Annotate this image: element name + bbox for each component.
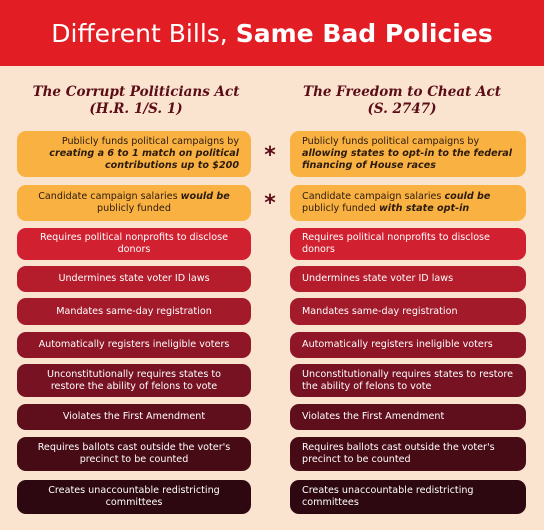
right-policy-card: Mandates same-day registration <box>290 298 526 325</box>
left-policy-card: Automatically registers ineligible voter… <box>17 332 251 358</box>
left-policy-card: Requires ballots cast outside the voter'… <box>17 437 251 471</box>
right-policy-card: Publicly funds political campaigns by al… <box>290 131 526 177</box>
right-policy-text-plain: Candidate campaign salaries <box>302 191 445 202</box>
left-policy-card: Violates the First Amendment <box>17 404 251 430</box>
right-policy-card: Undermines state voter ID laws <box>290 266 526 292</box>
left-policy-card: Unconstitutionally requires states to re… <box>17 364 251 397</box>
title-part-1: Different Bills, <box>51 18 228 48</box>
right-policy-card: Violates the First Amendment <box>290 404 526 430</box>
left-policy-card: Requires political nonprofits to disclos… <box>17 228 251 260</box>
asterisk-marker: * <box>264 143 276 168</box>
right-policy-text-plain-2: publicly funded <box>302 203 379 214</box>
left-policy-text: Creates unaccountable redistricting comm… <box>48 485 220 508</box>
right-policy-card: Unconstitutionally requires states to re… <box>290 364 526 397</box>
left-policy-card: Publicly funds political campaigns by cr… <box>17 131 251 177</box>
right-policy-text: Undermines state voter ID laws <box>302 273 454 284</box>
right-policy-text: Automatically registers ineligible voter… <box>302 339 493 350</box>
right-policy-text-emphasis: allowing states to opt-in to the federal… <box>302 148 513 171</box>
right-policy-text: Publicly funds political campaigns by al… <box>302 136 514 172</box>
right-bill-name: The Freedom to Cheat Act <box>303 84 501 100</box>
left-policy-text-plain-2: publicly funded <box>97 203 171 214</box>
left-policy-text: Requires ballots cast outside the voter'… <box>37 442 231 465</box>
right-policy-card: Candidate campaign salaries could be pub… <box>290 185 526 221</box>
right-policy-text: Candidate campaign salaries could be pub… <box>302 191 514 215</box>
right-policy-text: Violates the First Amendment <box>302 411 445 422</box>
right-policy-card: Automatically registers ineligible voter… <box>290 332 526 358</box>
right-policy-text-emphasis: could be <box>444 191 491 202</box>
left-bill-name: The Corrupt Politicians Act <box>32 84 240 100</box>
right-policy-text: Requires ballots cast outside the voter'… <box>302 442 495 465</box>
right-policy-text: Unconstitutionally requires states to re… <box>302 368 513 392</box>
right-column-heading: The Freedom to Cheat Act (S. 2747) <box>282 84 522 118</box>
right-policy-text-emphasis-2: with state opt-in <box>378 203 470 214</box>
right-policy-text: Creates unaccountable redistricting comm… <box>302 485 474 508</box>
left-policy-text: Automatically registers ineligible voter… <box>38 339 230 350</box>
right-policy-card: Creates unaccountable redistricting comm… <box>290 480 526 514</box>
left-column-heading: The Corrupt Politicians Act (H.R. 1/S. 1… <box>16 84 256 118</box>
left-policy-text: Mandates same-day registration <box>56 305 212 317</box>
asterisk-marker: * <box>264 191 276 216</box>
left-bill-number: (H.R. 1/S. 1) <box>89 101 183 117</box>
left-policy-text: Publicly funds political campaigns by cr… <box>37 136 239 172</box>
left-policy-card: Mandates same-day registration <box>17 298 251 325</box>
left-policy-card: Creates unaccountable redistricting comm… <box>17 480 251 514</box>
left-policy-text: Violates the First Amendment <box>62 411 206 422</box>
left-policy-text-emphasis: creating a 6 to 1 match on political con… <box>49 148 239 171</box>
title-part-2: Same Bad Policies <box>235 18 493 48</box>
left-policy-text-plain: Publicly funds political campaigns by <box>61 136 239 147</box>
left-policy-text: Undermines state voter ID laws <box>58 273 210 284</box>
left-policy-card: Undermines state voter ID laws <box>17 266 251 292</box>
right-policy-card: Requires ballots cast outside the voter'… <box>290 437 526 471</box>
title-banner: Different Bills, Same Bad Policies <box>0 0 544 66</box>
right-policy-card: Requires political nonprofits to disclos… <box>290 228 526 260</box>
right-policy-text-plain: Publicly funds political campaigns by <box>302 136 480 147</box>
right-bill-number: (S. 2747) <box>367 101 437 117</box>
left-policy-text-plain: Candidate campaign salaries <box>38 191 181 202</box>
left-policy-text: Unconstitutionally requires states to re… <box>46 368 222 392</box>
left-policy-text: Requires political nonprofits to disclos… <box>40 232 228 255</box>
left-policy-card: Candidate campaign salaries would be pub… <box>17 185 251 221</box>
left-policy-text: Candidate campaign salaries would be pub… <box>29 191 239 215</box>
right-policy-text: Mandates same-day registration <box>302 305 458 317</box>
left-policy-text-emphasis: would be <box>180 191 230 202</box>
right-policy-text: Requires political nonprofits to disclos… <box>302 232 490 255</box>
